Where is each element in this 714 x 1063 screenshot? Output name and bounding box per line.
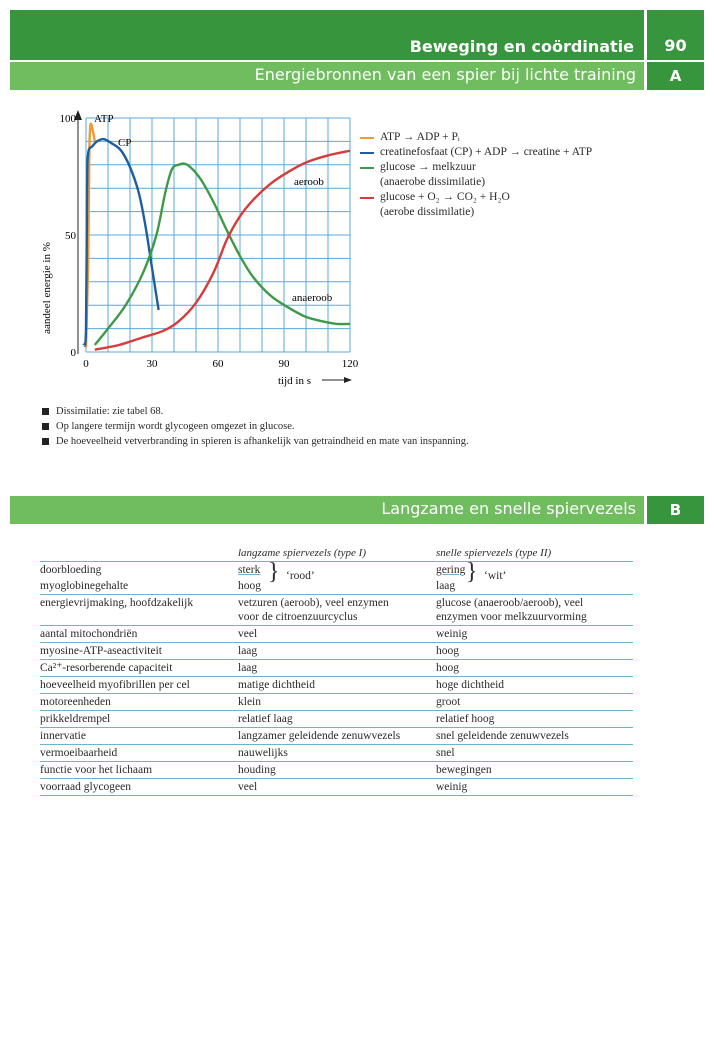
bullet-square-icon [42, 438, 49, 445]
y-tick-label: 100 [60, 113, 77, 125]
table-row: prikkeldrempel relatief laag relatief hoog [40, 710, 633, 728]
y-axis-label: aandeel energie in % [41, 242, 53, 334]
series-line-atp [84, 122, 96, 348]
column-header-fast: snelle spiervezels (type II) [436, 545, 633, 562]
x-axis-arrow-icon [344, 377, 352, 383]
notes-list: Dissimilatie: zie tabel 68. Op langere t… [42, 404, 682, 449]
legend-sublabel: (aerobe dissimilatie) [380, 206, 475, 218]
table-header-row: langzame spiervezels (type I) snelle spi… [40, 545, 633, 562]
legend-label: creatinefosfaat (CP) + ADP → creatine + … [380, 146, 593, 158]
table-row: voorraad glycogeen veel weinig [40, 778, 633, 796]
header-band: Beweging en coördinatie [10, 10, 644, 60]
chart-legend: ATP → ADP + Pᵢ creatinefosfaat (CP) + AD… [360, 130, 700, 220]
y-axis-arrow-icon [74, 110, 82, 120]
chart-series [82, 122, 351, 351]
muscle-fiber-table: langzame spiervezels (type I) snelle spi… [40, 545, 633, 796]
brace-icon: } [466, 559, 478, 585]
page-number: 90 [647, 10, 704, 60]
table-row: energievrijmaking, hoofdzakelijk vetzure… [40, 594, 633, 626]
legend-swatch [360, 167, 374, 169]
legend-item-anaerobic: glucose → melkzuur [360, 160, 700, 175]
x-tick-label: 30 [147, 358, 159, 370]
legend-label: glucose → melkzuur [380, 161, 476, 173]
section-b-title: Langzame en snelle spiervezels [381, 499, 636, 518]
legend-item-aerobic: glucose + O₂ → CO₂ + H₂O [360, 190, 700, 205]
legend-swatch [360, 197, 374, 199]
y-tick-label: 50 [65, 230, 77, 242]
section-b-band: Langzame en snelle spiervezels [10, 496, 644, 524]
bullet-square-icon [42, 423, 49, 430]
legend-swatch [360, 137, 374, 139]
annotation-anaeroob: anaeroob [292, 292, 333, 304]
note-item: Op langere termijn wordt glycogeen omgez… [42, 419, 682, 434]
legend-swatch [360, 152, 374, 154]
series-line-anaeroob [93, 162, 351, 346]
chart-axes: 0 50 100 0 30 60 90 120 [60, 110, 359, 383]
table-row: innervatie langzamer geleidende zenuwveze… [40, 727, 633, 745]
x-axis-label: tijd in s [278, 375, 311, 387]
chapter-title: Beweging en coördinatie [409, 37, 634, 56]
energy-chart: 0 50 100 0 30 60 90 120 aandeel energie in % ti… [41, 110, 359, 387]
legend-label: ATP → ADP + Pᵢ [380, 131, 460, 143]
y-tick-label: 0 [71, 347, 77, 359]
brace-label-fast: ‘wit’ [484, 570, 507, 582]
x-tick-label: 90 [279, 358, 291, 370]
table-row: hoeveelheid myofibrillen per cel matige d… [40, 676, 633, 694]
x-tick-label: 60 [213, 358, 225, 370]
annotation-aeroob: aeroob [294, 176, 324, 188]
table-row: doorbloeding sterk} ‘rood’ gering} ‘wit’ [40, 559, 507, 585]
brace-icon: } [268, 559, 280, 585]
column-header-slow: langzame spiervezels (type I) [238, 545, 436, 562]
x-tick-label: 0 [83, 358, 89, 370]
table-row: myoglobinegehalte hoog laag [40, 578, 633, 595]
table-row: motoreenheden klein groot [40, 693, 633, 711]
x-tick-label: 120 [342, 358, 359, 370]
brace-label-slow: ‘rood’ [286, 570, 315, 582]
bullet-square-icon [42, 408, 49, 415]
section-a-band: Energiebronnen van een spier bij lichte … [10, 62, 644, 90]
legend-item-cp: creatinefosfaat (CP) + ADP → creatine + … [360, 145, 700, 160]
table-row: aantal mitochondriën veel weinig [40, 625, 633, 643]
row-label: doorbloeding [40, 564, 102, 576]
chart-grid [85, 117, 351, 353]
table-row: vermoeibaarheid nauwelijks snel [40, 744, 633, 762]
annotation-atp: ATP [94, 113, 114, 125]
table-row: myosine-ATP-aseactiviteit laag hoog [40, 642, 633, 660]
note-item: De hoeveelheid vetverbranding in spieren… [42, 434, 682, 449]
section-a-letter: A [647, 62, 704, 90]
legend-sublabel: (anaerobe dissimilatie) [380, 176, 486, 188]
section-a-title: Energiebronnen van een spier bij lichte … [254, 65, 636, 84]
legend-item-atp: ATP → ADP + Pᵢ [360, 130, 700, 145]
series-line-aeroob [94, 149, 351, 351]
section-b-letter: B [647, 496, 704, 524]
annotation-cp: CP [118, 137, 131, 149]
table-row: functie voor het lichaam houding beweginge… [40, 761, 633, 779]
note-item: Dissimilatie: zie tabel 68. [42, 404, 682, 419]
legend-label: glucose + O₂ → CO₂ + H₂O [380, 191, 510, 203]
table-row: Ca²⁺-resorberende capaciteit laag hoog [40, 659, 633, 677]
series-line-cp [82, 137, 160, 347]
